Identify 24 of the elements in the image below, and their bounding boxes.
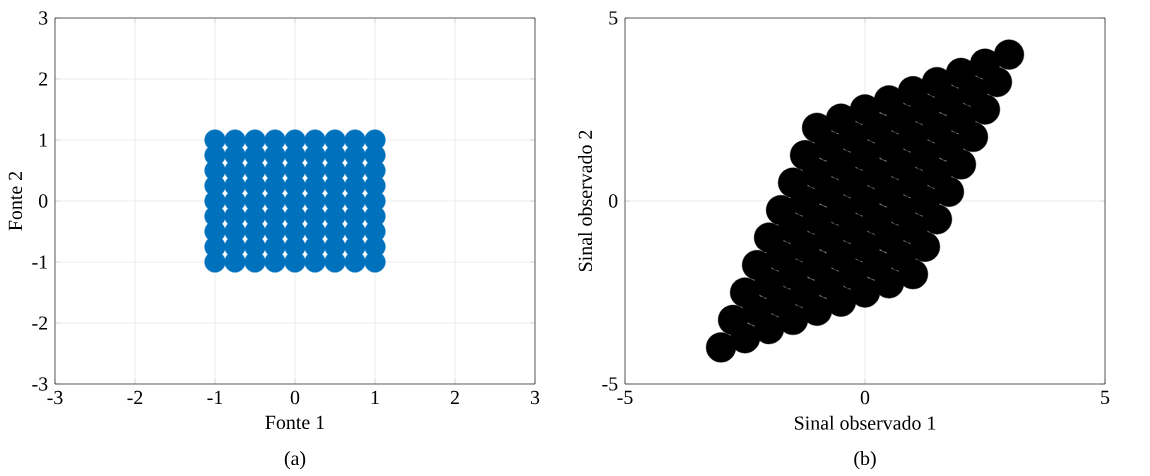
x-tick-label: 0 bbox=[860, 390, 870, 405]
text: (b) bbox=[854, 451, 876, 470]
y-tick-label: -5 bbox=[602, 377, 618, 391]
y-tick-label: -3 bbox=[32, 377, 48, 391]
x-tick-label: 5 bbox=[1101, 390, 1110, 405]
x-tick-label: 0 bbox=[290, 390, 300, 405]
y-tick-label: -2 bbox=[32, 316, 48, 330]
x-tick-label: -2 bbox=[127, 390, 143, 405]
y-tick-label: 3 bbox=[39, 11, 48, 25]
x-tick-label: 2 bbox=[450, 390, 459, 405]
x-axis-title: Fonte 1 bbox=[265, 415, 324, 430]
y-tick-label: 1 bbox=[39, 133, 47, 147]
y-tick-label: 0 bbox=[38, 194, 48, 208]
y-axis-title: Sinal observado 2 bbox=[578, 130, 593, 272]
y-tick-label: -1 bbox=[32, 255, 47, 269]
x-tick-label: 3 bbox=[530, 390, 540, 405]
y-tick-label: 0 bbox=[608, 194, 618, 208]
x-axis-title: Sinal observado 1 bbox=[794, 415, 936, 430]
x-tick-label: -1 bbox=[207, 390, 223, 404]
y-tick-label: 2 bbox=[39, 72, 48, 86]
text: (a) bbox=[284, 451, 306, 470]
y-tick-label: 5 bbox=[609, 11, 618, 25]
y-axis-title: Fonte 2 bbox=[8, 171, 23, 231]
x-tick-label: 1 bbox=[371, 390, 379, 404]
